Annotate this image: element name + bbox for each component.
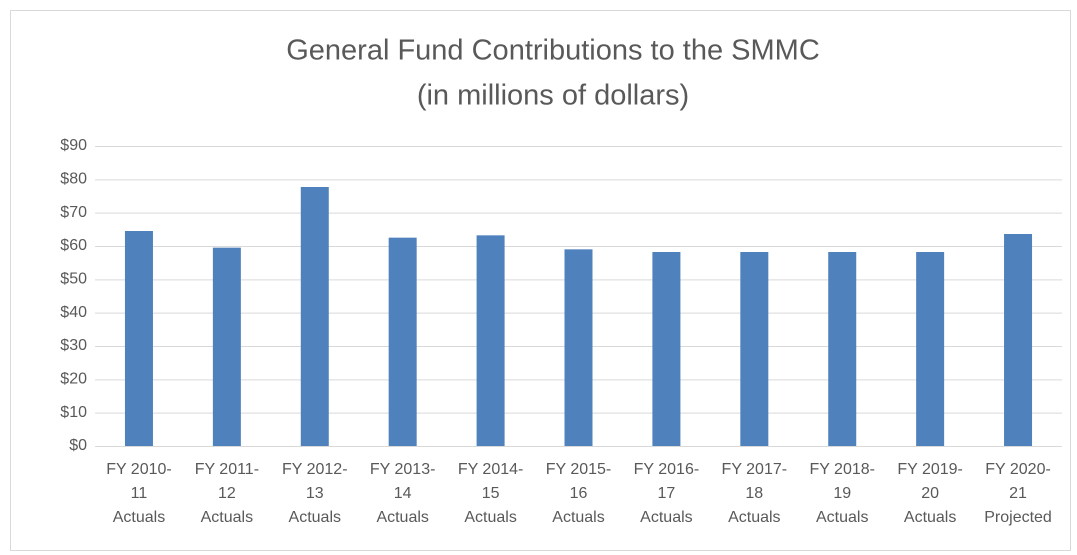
bar <box>652 252 681 446</box>
bar <box>388 237 417 446</box>
y-tick-label: $20 <box>60 371 87 388</box>
bar <box>564 249 593 446</box>
x-tick-label: 14 <box>394 485 412 502</box>
x-tick-label: Projected <box>984 509 1052 526</box>
x-tick-label: FY 2019- <box>897 461 963 478</box>
x-tick-label: 16 <box>570 485 588 502</box>
x-tick-label: 19 <box>833 485 851 502</box>
x-tick-label: FY 2020- <box>985 461 1051 478</box>
bar <box>212 247 241 446</box>
y-tick-label: $0 <box>69 437 87 454</box>
x-tick-label: FY 2015- <box>546 461 612 478</box>
x-tick-label: Actuals <box>904 509 956 526</box>
y-tick-label: $30 <box>60 337 87 354</box>
x-tick-label: Actuals <box>728 509 780 526</box>
chart-title: General Fund Contributions to the SMMC <box>286 35 820 67</box>
x-tick-label: 11 <box>131 485 148 502</box>
bar <box>124 231 153 446</box>
x-tick-label: FY 2018- <box>809 461 875 478</box>
x-tick-label: 17 <box>658 485 676 502</box>
x-tick-label: 20 <box>921 485 939 502</box>
x-tick-label: FY 2016- <box>634 461 700 478</box>
x-tick-label: Actuals <box>552 509 604 526</box>
x-tick-label: FY 2012- <box>282 461 348 478</box>
y-tick-label: $50 <box>60 271 87 288</box>
y-tick-label: $80 <box>60 171 87 188</box>
x-tick-label: 18 <box>745 485 763 502</box>
x-tick-label: FY 2017- <box>722 461 788 478</box>
y-tick-label: $10 <box>60 404 87 421</box>
y-tick-label: $60 <box>60 237 87 254</box>
x-tick-label: 21 <box>1009 485 1027 502</box>
x-tick-label: 12 <box>218 485 236 502</box>
bar <box>740 252 769 446</box>
x-tick-label: Actuals <box>376 509 428 526</box>
chart-subtitle: (in millions of dollars) <box>417 80 689 112</box>
x-tick-label: 13 <box>306 485 324 502</box>
x-tick-label: FY 2014- <box>458 461 524 478</box>
x-tick-label: Actuals <box>113 509 165 526</box>
x-tick-label: FY 2011- <box>195 461 259 478</box>
bar <box>300 187 329 446</box>
bar <box>916 252 945 446</box>
x-tick-label: Actuals <box>464 509 516 526</box>
chart-frame <box>10 10 1071 551</box>
x-tick-label: FY 2010- <box>106 461 172 478</box>
y-tick-label: $70 <box>60 204 87 221</box>
bar <box>828 252 857 446</box>
x-tick-label: Actuals <box>640 509 692 526</box>
bar <box>476 235 505 446</box>
x-tick-label: FY 2013- <box>370 461 436 478</box>
x-tick-label: Actuals <box>289 509 341 526</box>
x-tick-label: 15 <box>482 485 500 502</box>
x-tick-label: Actuals <box>201 509 253 526</box>
x-tick-label: Actuals <box>816 509 868 526</box>
y-tick-label: $90 <box>60 137 87 154</box>
y-tick-label: $40 <box>60 304 87 321</box>
bar <box>1004 234 1033 446</box>
